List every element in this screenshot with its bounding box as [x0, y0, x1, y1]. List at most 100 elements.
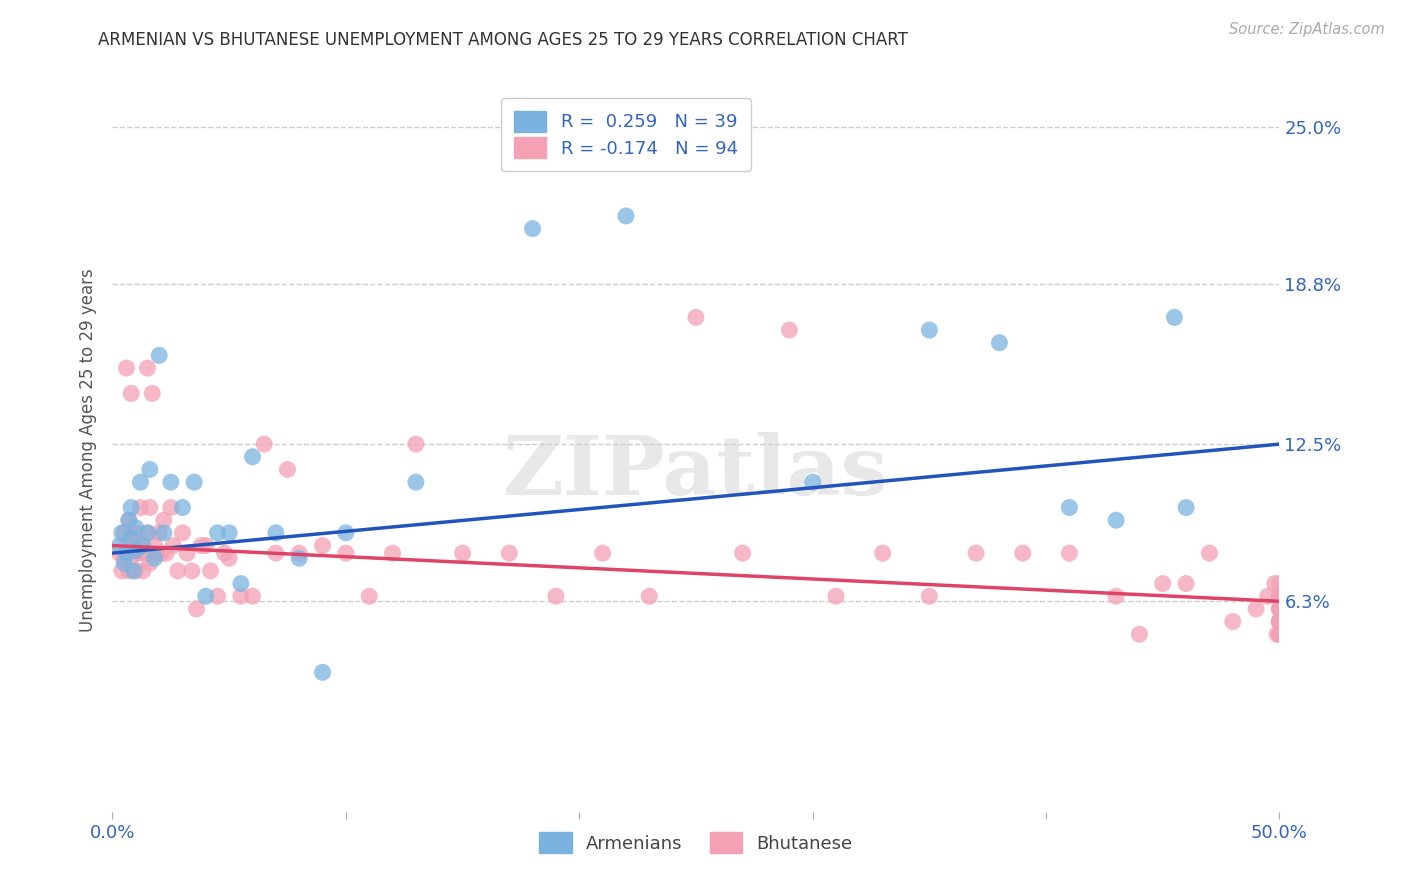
Point — [141, 386, 163, 401]
Point — [1222, 615, 1244, 629]
Point — [872, 546, 894, 560]
Point — [148, 348, 170, 362]
Point — [139, 500, 162, 515]
Point — [1128, 627, 1150, 641]
Point — [405, 475, 427, 490]
Point — [778, 323, 800, 337]
Point — [132, 539, 155, 553]
Point — [253, 437, 276, 451]
Point — [229, 589, 252, 603]
Point — [122, 564, 145, 578]
Point — [115, 546, 138, 560]
Point — [122, 543, 145, 558]
Point — [1268, 589, 1291, 603]
Point — [160, 500, 183, 515]
Point — [180, 564, 202, 578]
Point — [150, 546, 173, 560]
Text: Source: ZipAtlas.com: Source: ZipAtlas.com — [1229, 22, 1385, 37]
Point — [125, 543, 148, 558]
Point — [1257, 589, 1279, 603]
Point — [825, 589, 848, 603]
Point — [311, 665, 333, 680]
Point — [108, 546, 131, 560]
Point — [1152, 576, 1174, 591]
Point — [276, 462, 298, 476]
Text: ARMENIAN VS BHUTANESE UNEMPLOYMENT AMONG AGES 25 TO 29 YEARS CORRELATION CHART: ARMENIAN VS BHUTANESE UNEMPLOYMENT AMONG… — [98, 31, 908, 49]
Point — [125, 525, 148, 540]
Point — [1059, 546, 1081, 560]
Text: ZIPatlas: ZIPatlas — [503, 432, 889, 512]
Point — [311, 539, 333, 553]
Point — [1011, 546, 1033, 560]
Point — [148, 525, 170, 540]
Point — [134, 546, 156, 560]
Point — [146, 546, 169, 560]
Point — [1268, 589, 1291, 603]
Point — [1198, 546, 1220, 560]
Point — [1268, 627, 1291, 641]
Legend: Armenians, Bhutanese: Armenians, Bhutanese — [531, 825, 860, 861]
Point — [108, 539, 131, 553]
Point — [166, 564, 188, 578]
Point — [1059, 500, 1081, 515]
Point — [112, 525, 135, 540]
Point — [288, 551, 311, 566]
Point — [160, 475, 183, 490]
Point — [544, 589, 567, 603]
Point — [218, 551, 240, 566]
Point — [1175, 576, 1198, 591]
Point — [190, 539, 212, 553]
Point — [120, 531, 142, 545]
Point — [118, 513, 141, 527]
Point — [120, 386, 142, 401]
Point — [207, 589, 229, 603]
Point — [359, 589, 381, 603]
Point — [918, 323, 941, 337]
Point — [172, 525, 194, 540]
Point — [638, 589, 661, 603]
Point — [194, 539, 217, 553]
Point — [115, 539, 138, 553]
Point — [1268, 602, 1291, 616]
Point — [186, 602, 208, 616]
Point — [405, 437, 427, 451]
Point — [129, 475, 152, 490]
Point — [1105, 513, 1128, 527]
Point — [451, 546, 474, 560]
Y-axis label: Unemployment Among Ages 25 to 29 years: Unemployment Among Ages 25 to 29 years — [79, 268, 97, 632]
Point — [125, 564, 148, 578]
Point — [1268, 627, 1291, 641]
Point — [115, 361, 138, 376]
Point — [1175, 500, 1198, 515]
Point — [1268, 615, 1291, 629]
Point — [918, 589, 941, 603]
Point — [498, 546, 520, 560]
Point — [218, 525, 240, 540]
Point — [965, 546, 987, 560]
Point — [127, 546, 149, 560]
Point — [264, 546, 287, 560]
Point — [522, 221, 544, 235]
Point — [214, 546, 236, 560]
Point — [1268, 602, 1291, 616]
Point — [988, 335, 1011, 350]
Point — [125, 521, 148, 535]
Point — [207, 525, 229, 540]
Point — [1268, 615, 1291, 629]
Point — [335, 546, 357, 560]
Point — [139, 556, 162, 570]
Point — [288, 546, 311, 560]
Point — [120, 551, 142, 566]
Point — [1264, 576, 1286, 591]
Point — [801, 475, 824, 490]
Point — [229, 576, 252, 591]
Point — [1268, 576, 1291, 591]
Point — [155, 546, 177, 560]
Point — [1105, 589, 1128, 603]
Point — [194, 589, 217, 603]
Point — [153, 513, 176, 527]
Point — [1268, 615, 1291, 629]
Point — [264, 525, 287, 540]
Point — [118, 564, 141, 578]
Point — [118, 513, 141, 527]
